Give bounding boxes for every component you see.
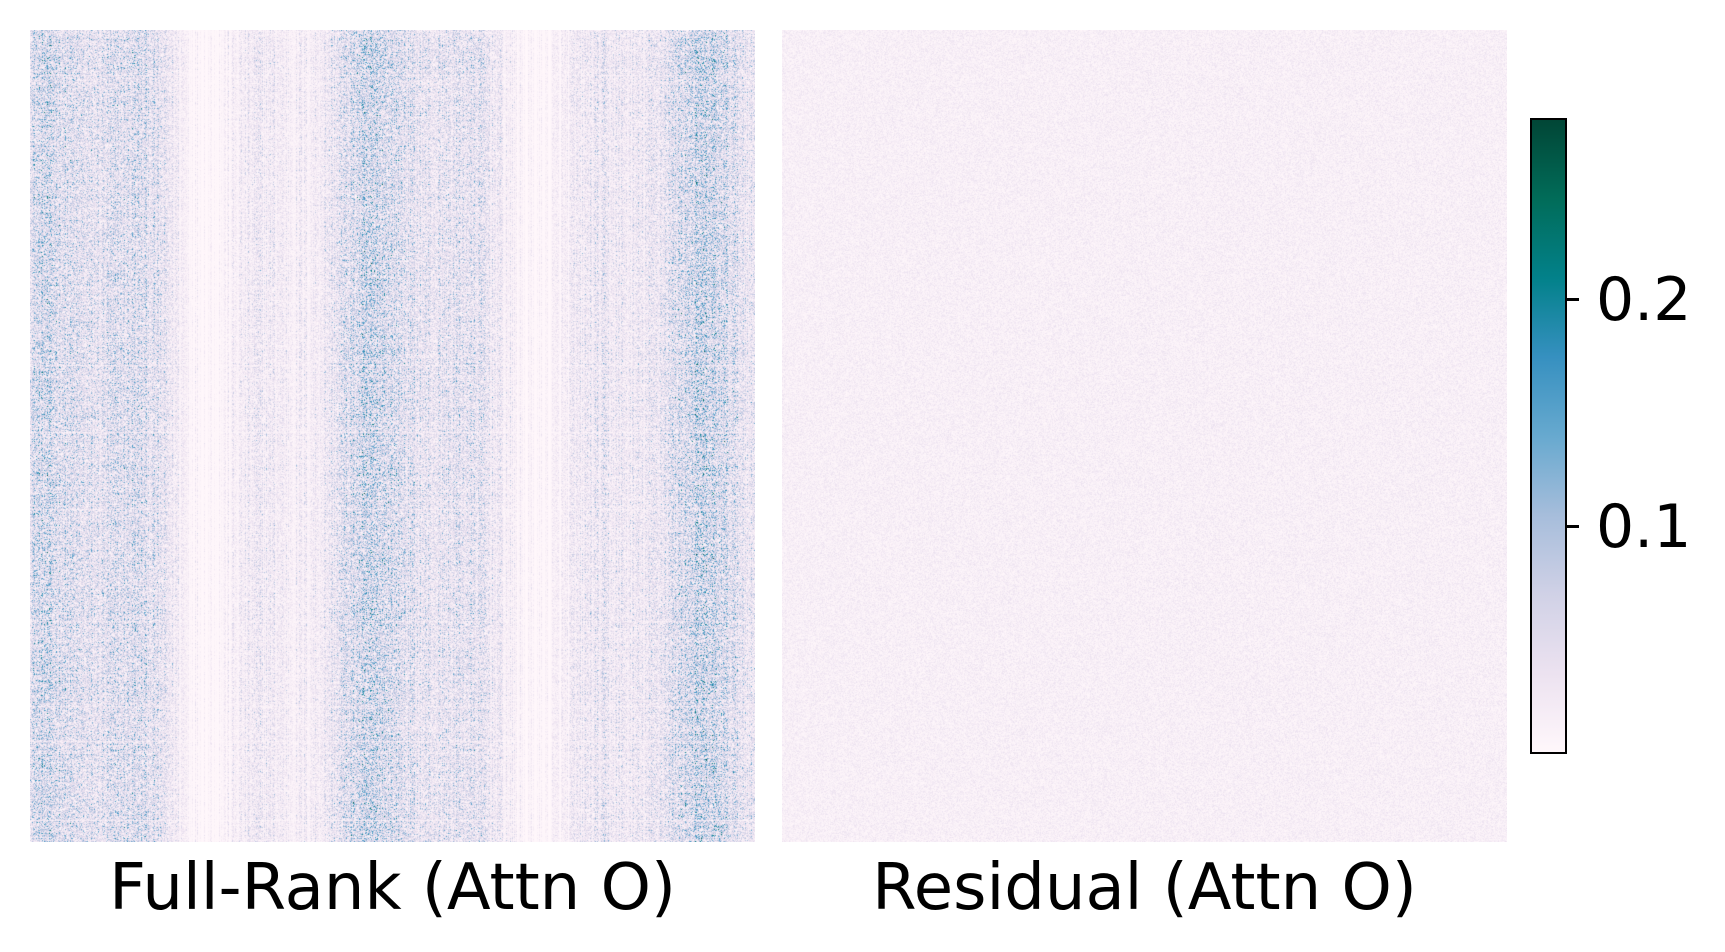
colorbar-tick-label: 0.2 xyxy=(1596,264,1692,335)
panel-label-full-rank: Full-Rank (Attn O) xyxy=(109,851,676,925)
heatmap-full-rank-canvas xyxy=(30,30,755,842)
colorbar-tick-label: 0.1 xyxy=(1596,491,1692,562)
heatmap-full-rank xyxy=(30,30,755,842)
heatmap-residual xyxy=(782,30,1507,842)
colorbar-tick-mark xyxy=(1566,525,1579,529)
heatmap-residual-canvas xyxy=(782,30,1507,842)
colorbar xyxy=(1530,118,1567,754)
panel-label-residual: Residual (Attn O) xyxy=(872,851,1417,925)
colorbar-tick-mark xyxy=(1566,298,1579,302)
